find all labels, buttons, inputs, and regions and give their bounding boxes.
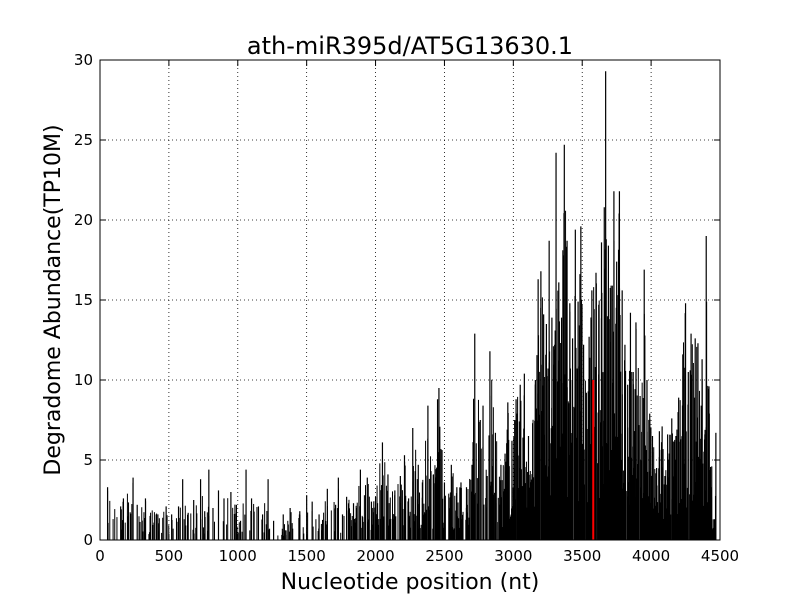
data-bars: [106, 71, 717, 540]
x-tick-label: 2500: [425, 547, 463, 565]
x-tick-label: 0: [95, 547, 105, 565]
y-axis-label: Degradome Abundance(TP10M): [41, 124, 66, 475]
y-tick-label: 20: [74, 211, 93, 229]
y-tick-label: 30: [74, 51, 93, 69]
x-tick-label: 1500: [288, 547, 326, 565]
x-tick-label: 1000: [219, 547, 257, 565]
y-tick-label: 25: [74, 131, 93, 149]
x-axis-label: Nucleotide position (nt): [281, 570, 540, 595]
y-tick-label: 0: [83, 531, 93, 549]
x-tick-label: 3500: [563, 547, 601, 565]
chart-title: ath-miR395d/AT5G13630.1: [247, 32, 573, 60]
x-tick-label: 4000: [632, 547, 670, 565]
x-tick-label: 3000: [494, 547, 532, 565]
axis-ticks: 0 500 1000 1500 2000 2500 3000 3500 4000 4500 0 5 10…: [74, 51, 739, 565]
x-tick-label: 4500: [701, 547, 739, 565]
x-tick-label: 2000: [356, 547, 394, 565]
y-tick-label: 5: [83, 451, 93, 469]
y-tick-label: 15: [74, 291, 93, 309]
x-tick-label: 500: [155, 547, 184, 565]
y-tick-label: 10: [74, 371, 93, 389]
